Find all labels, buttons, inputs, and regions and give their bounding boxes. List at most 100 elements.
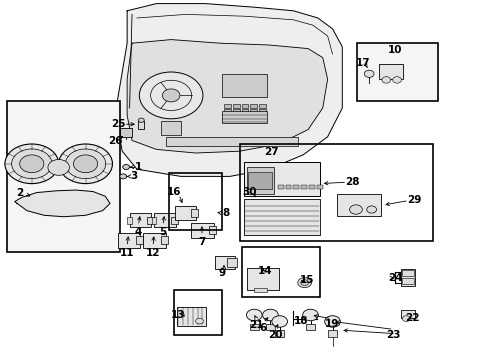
Polygon shape: [127, 40, 327, 153]
Bar: [259, 109, 265, 113]
Bar: [166, 137, 298, 146]
Circle shape: [302, 309, 318, 321]
Circle shape: [48, 159, 69, 175]
Bar: [246, 268, 278, 290]
Circle shape: [138, 118, 144, 122]
Bar: [275, 330, 284, 337]
Bar: [277, 185, 283, 189]
Bar: [191, 223, 213, 238]
Bar: [337, 194, 381, 216]
Bar: [161, 121, 181, 135]
Bar: [244, 199, 320, 235]
Bar: [249, 324, 258, 330]
Circle shape: [297, 278, 311, 288]
Bar: [138, 121, 144, 129]
Text: 9: 9: [219, 268, 225, 278]
Text: 10: 10: [387, 45, 402, 55]
Circle shape: [195, 318, 203, 324]
Text: 16: 16: [166, 186, 181, 197]
Text: 23: 23: [386, 330, 400, 340]
Text: 22: 22: [404, 312, 419, 323]
Text: 12: 12: [145, 248, 160, 258]
Bar: [301, 185, 306, 189]
Bar: [250, 109, 257, 113]
Text: 17: 17: [355, 58, 369, 68]
Bar: [232, 109, 239, 113]
Text: 29: 29: [407, 195, 421, 205]
Bar: [161, 236, 168, 244]
Text: 2: 2: [16, 188, 23, 198]
Bar: [154, 213, 175, 227]
Text: 26: 26: [107, 136, 122, 146]
Text: 3: 3: [130, 171, 137, 181]
Circle shape: [120, 174, 126, 179]
Bar: [259, 104, 265, 108]
Text: 1: 1: [135, 162, 142, 172]
Circle shape: [271, 316, 287, 327]
Circle shape: [381, 77, 390, 83]
Text: 24: 24: [387, 273, 402, 283]
Circle shape: [364, 70, 373, 77]
Bar: [241, 104, 248, 108]
Circle shape: [150, 80, 191, 111]
Bar: [246, 167, 273, 194]
Bar: [215, 256, 234, 269]
Bar: [327, 330, 336, 337]
Bar: [254, 288, 266, 292]
Circle shape: [300, 280, 308, 285]
Text: 11: 11: [120, 248, 134, 258]
Text: 14: 14: [258, 266, 272, 276]
Text: 7: 7: [198, 237, 205, 247]
Bar: [248, 172, 271, 189]
Bar: [136, 236, 142, 244]
Circle shape: [162, 89, 180, 102]
Bar: [308, 185, 314, 189]
Circle shape: [12, 149, 52, 179]
Circle shape: [65, 149, 105, 179]
Bar: [400, 310, 414, 318]
Circle shape: [262, 309, 278, 321]
Bar: [285, 185, 291, 189]
Bar: [222, 111, 266, 123]
Bar: [356, 43, 437, 101]
Circle shape: [366, 206, 376, 213]
Bar: [401, 270, 413, 276]
Bar: [224, 109, 230, 113]
Bar: [177, 307, 206, 326]
Bar: [127, 217, 132, 224]
Bar: [174, 206, 196, 220]
Text: 28: 28: [344, 177, 359, 187]
Text: 30: 30: [242, 186, 256, 197]
Bar: [244, 162, 320, 196]
Bar: [129, 213, 151, 227]
Text: 25: 25: [111, 119, 125, 129]
Text: 18: 18: [293, 316, 307, 326]
Polygon shape: [117, 4, 342, 176]
Circle shape: [5, 144, 59, 184]
Circle shape: [349, 205, 362, 214]
Text: 4: 4: [134, 227, 142, 237]
Circle shape: [122, 165, 129, 170]
Bar: [209, 226, 216, 234]
Circle shape: [73, 155, 98, 173]
Text: 8: 8: [223, 208, 229, 218]
Bar: [293, 185, 299, 189]
Circle shape: [20, 155, 44, 173]
Bar: [151, 217, 156, 224]
Bar: [222, 74, 266, 97]
Bar: [143, 233, 165, 248]
Bar: [173, 290, 222, 335]
Bar: [232, 104, 239, 108]
Circle shape: [139, 72, 203, 119]
Bar: [118, 233, 140, 248]
Bar: [168, 173, 222, 230]
Circle shape: [59, 144, 112, 184]
Bar: [239, 144, 432, 241]
Bar: [7, 101, 120, 252]
Bar: [146, 217, 153, 224]
Text: 27: 27: [264, 147, 278, 157]
Text: 21: 21: [249, 320, 264, 330]
Bar: [242, 247, 320, 297]
Bar: [226, 258, 236, 267]
Circle shape: [246, 309, 262, 321]
